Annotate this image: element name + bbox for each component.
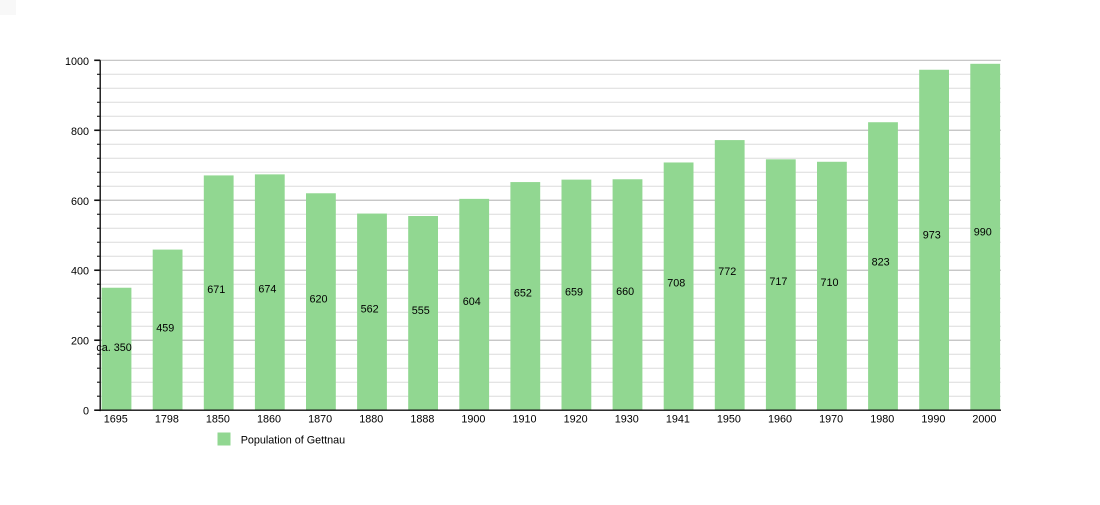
- svg-text:600: 600: [71, 196, 89, 208]
- svg-text:710: 710: [820, 277, 838, 289]
- svg-text:1980: 1980: [870, 413, 894, 425]
- svg-text:671: 671: [207, 284, 225, 296]
- svg-text:Population of Gettnau: Population of Gettnau: [241, 434, 345, 446]
- svg-text:973: 973: [923, 230, 941, 242]
- svg-text:459: 459: [156, 322, 174, 334]
- svg-text:990: 990: [974, 227, 992, 239]
- svg-text:1880: 1880: [359, 413, 383, 425]
- svg-text:708: 708: [667, 277, 685, 289]
- svg-text:1930: 1930: [615, 413, 639, 425]
- svg-text:200: 200: [71, 336, 89, 348]
- svg-text:562: 562: [361, 304, 379, 316]
- svg-text:1798: 1798: [155, 413, 179, 425]
- svg-text:660: 660: [616, 286, 634, 298]
- svg-text:1920: 1920: [564, 413, 588, 425]
- svg-text:620: 620: [309, 293, 327, 305]
- svg-text:1888: 1888: [410, 413, 434, 425]
- svg-text:1860: 1860: [257, 413, 281, 425]
- svg-text:1870: 1870: [308, 413, 332, 425]
- svg-text:1695: 1695: [104, 413, 128, 425]
- svg-text:659: 659: [565, 286, 583, 298]
- svg-text:823: 823: [872, 257, 890, 269]
- svg-text:1970: 1970: [819, 413, 843, 425]
- svg-text:1941: 1941: [666, 413, 690, 425]
- svg-text:555: 555: [412, 305, 430, 317]
- svg-text:1900: 1900: [461, 413, 485, 425]
- svg-text:1850: 1850: [206, 413, 230, 425]
- svg-text:1000: 1000: [65, 56, 89, 68]
- svg-text:1950: 1950: [717, 413, 741, 425]
- svg-text:1910: 1910: [513, 413, 537, 425]
- svg-text:2000: 2000: [972, 413, 996, 425]
- svg-text:604: 604: [463, 296, 481, 308]
- svg-text:ca. 350: ca. 350: [96, 342, 131, 354]
- svg-text:717: 717: [769, 276, 787, 288]
- svg-text:0: 0: [83, 406, 89, 418]
- svg-text:800: 800: [71, 126, 89, 138]
- svg-text:674: 674: [258, 284, 276, 296]
- svg-text:772: 772: [718, 266, 736, 278]
- svg-text:400: 400: [71, 266, 89, 278]
- svg-text:1990: 1990: [921, 413, 945, 425]
- svg-text:652: 652: [514, 288, 532, 300]
- svg-text:1960: 1960: [768, 413, 792, 425]
